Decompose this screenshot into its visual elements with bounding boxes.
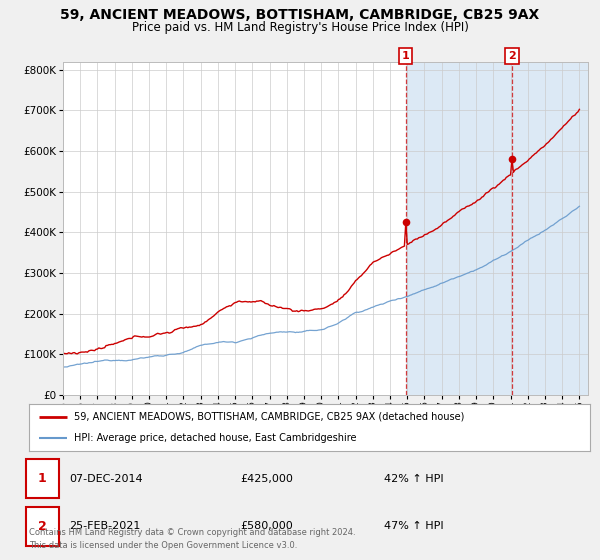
Text: Contains HM Land Registry data © Crown copyright and database right 2024.
This d: Contains HM Land Registry data © Crown c…: [29, 529, 355, 550]
Text: £580,000: £580,000: [240, 521, 293, 531]
Text: 07-DEC-2014: 07-DEC-2014: [69, 474, 143, 484]
Text: 42% ↑ HPI: 42% ↑ HPI: [384, 474, 443, 484]
Text: 59, ANCIENT MEADOWS, BOTTISHAM, CAMBRIDGE, CB25 9AX (detached house): 59, ANCIENT MEADOWS, BOTTISHAM, CAMBRIDG…: [74, 412, 464, 422]
Text: £425,000: £425,000: [240, 474, 293, 484]
Text: 47% ↑ HPI: 47% ↑ HPI: [384, 521, 443, 531]
Text: HPI: Average price, detached house, East Cambridgeshire: HPI: Average price, detached house, East…: [74, 433, 356, 444]
Text: Price paid vs. HM Land Registry's House Price Index (HPI): Price paid vs. HM Land Registry's House …: [131, 21, 469, 34]
Text: 1: 1: [402, 51, 410, 61]
Text: 2: 2: [38, 520, 47, 533]
Text: 25-FEB-2021: 25-FEB-2021: [69, 521, 140, 531]
Text: 59, ANCIENT MEADOWS, BOTTISHAM, CAMBRIDGE, CB25 9AX: 59, ANCIENT MEADOWS, BOTTISHAM, CAMBRIDG…: [61, 8, 539, 22]
Bar: [406, 62, 588, 395]
Text: 2: 2: [508, 51, 516, 61]
Text: 1: 1: [38, 472, 47, 486]
